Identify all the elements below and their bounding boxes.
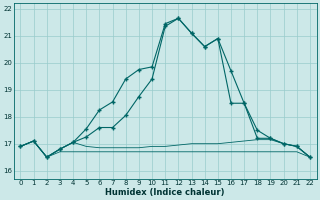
X-axis label: Humidex (Indice chaleur): Humidex (Indice chaleur) bbox=[106, 188, 225, 197]
